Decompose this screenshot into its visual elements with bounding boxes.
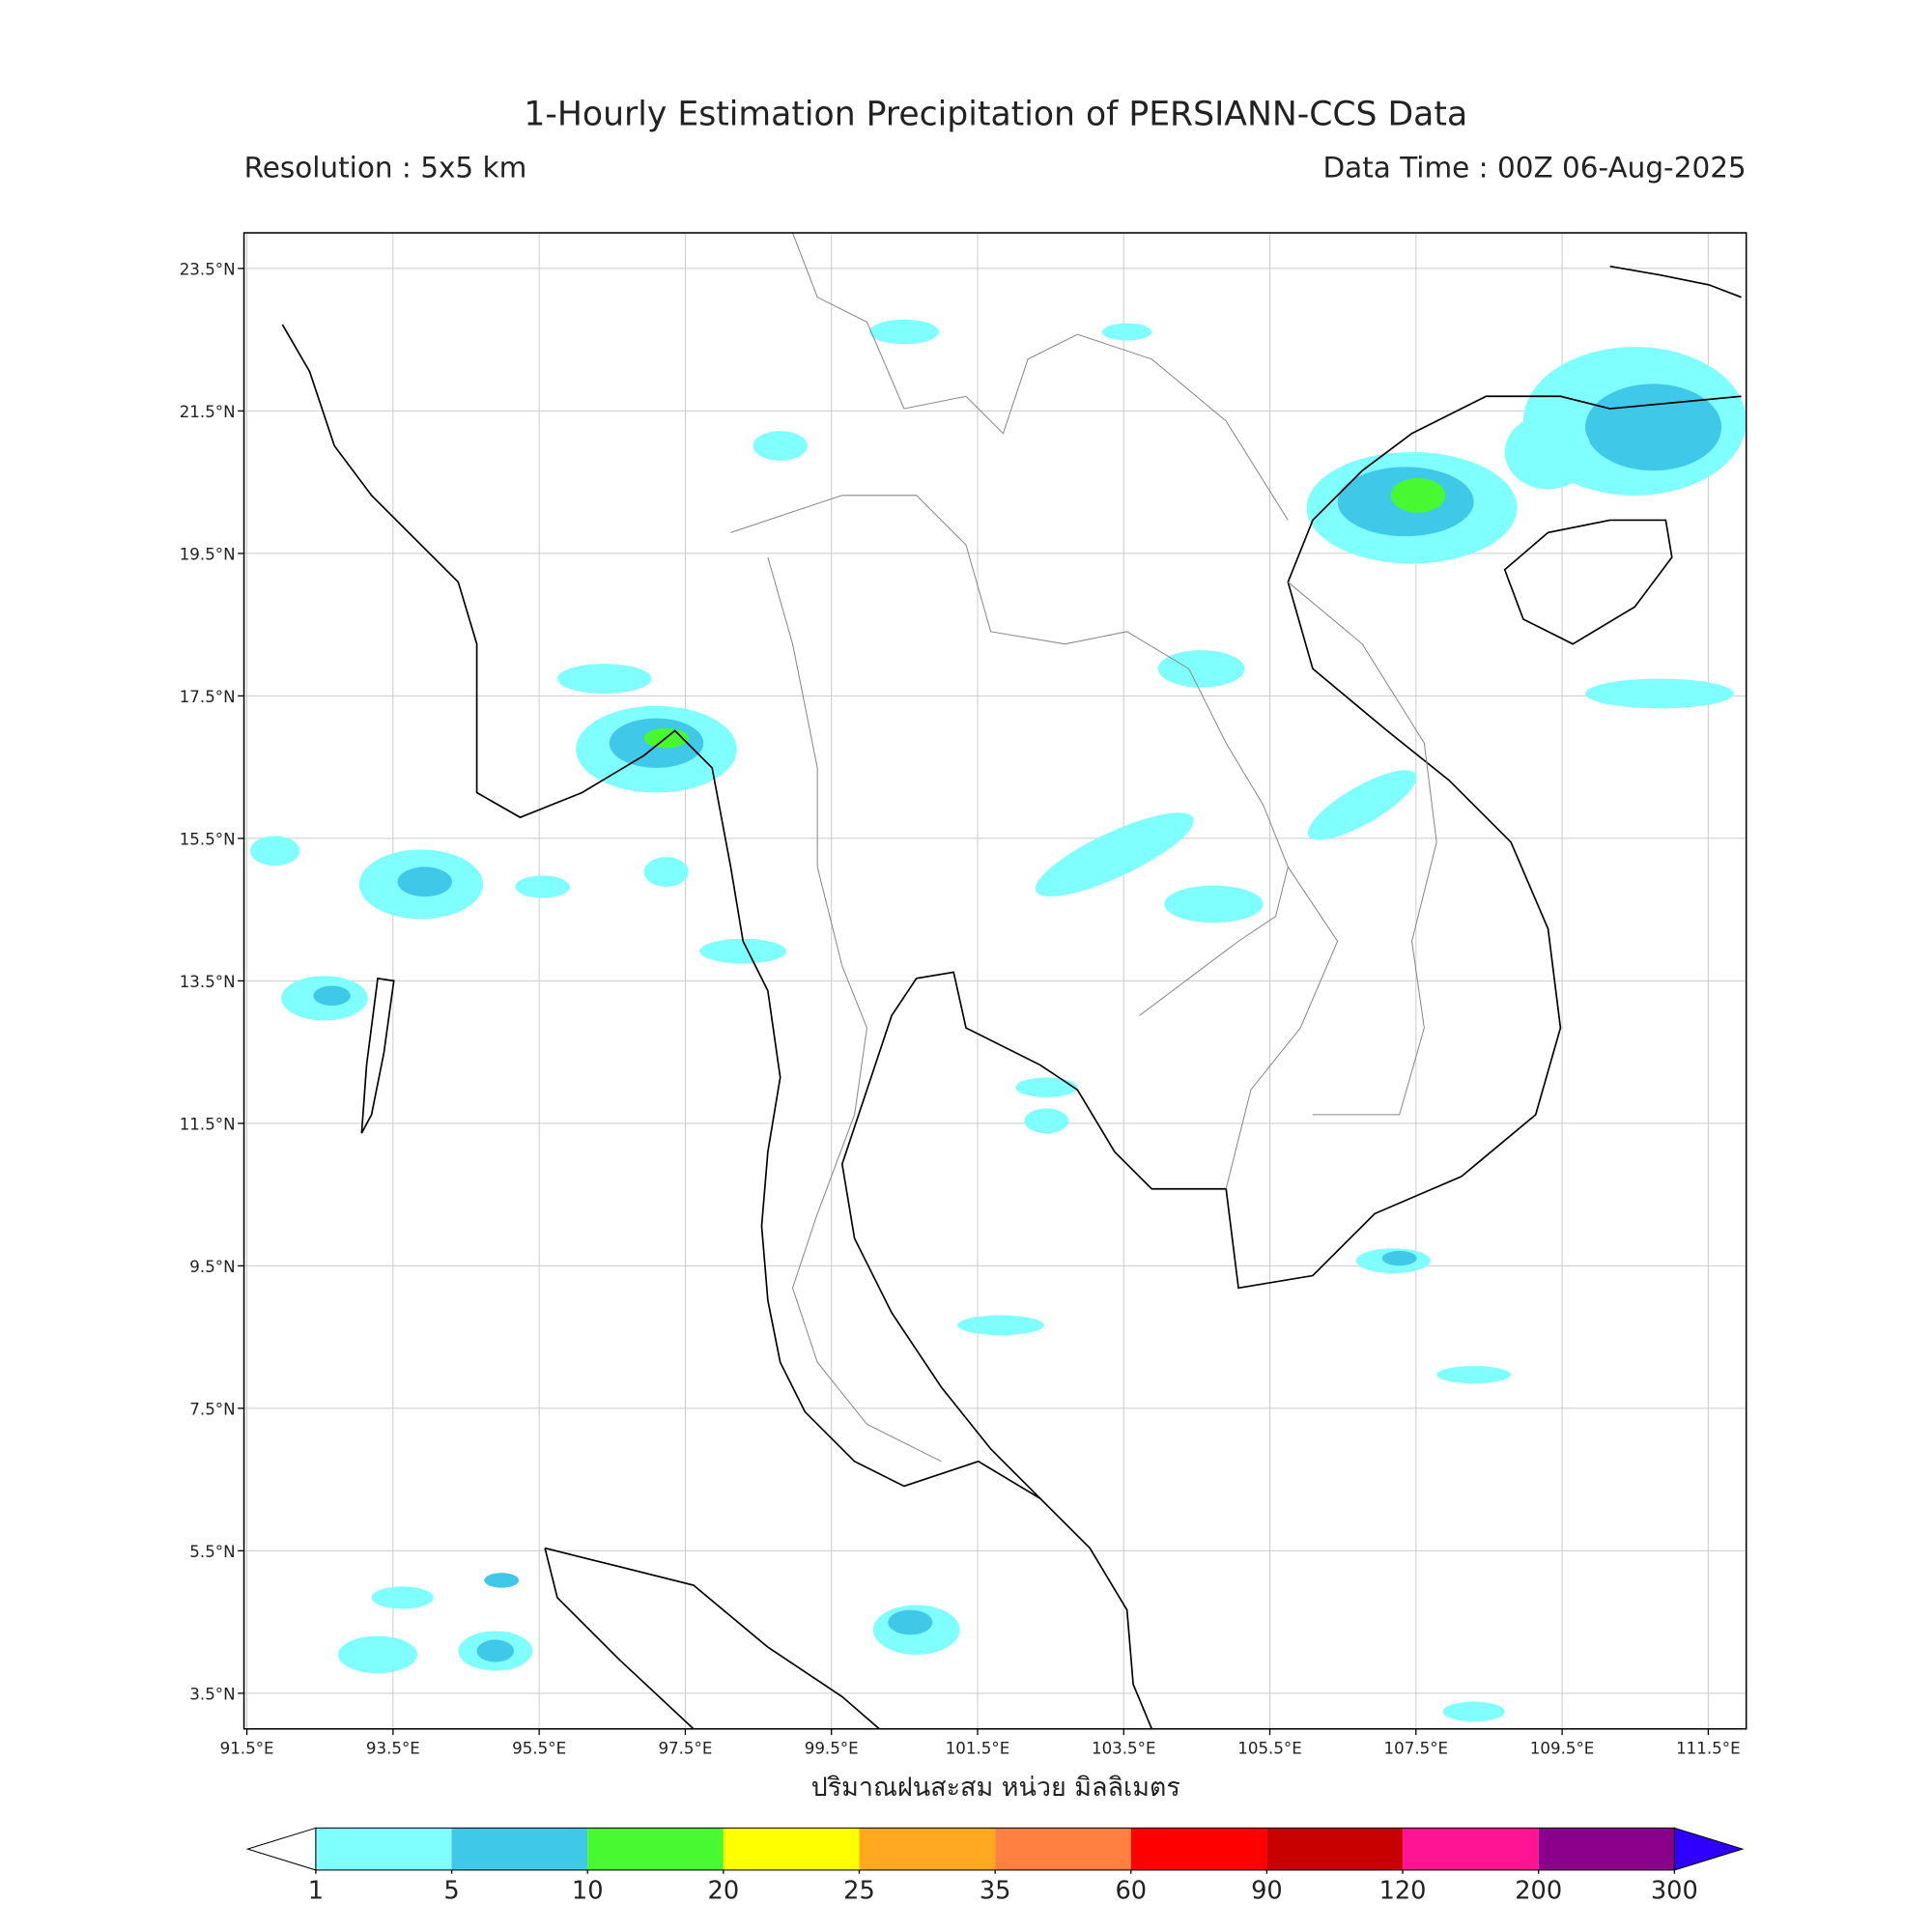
colorbar-tick-label: 90 xyxy=(1251,1876,1283,1905)
y-tick-label: 3.5°N xyxy=(189,1685,235,1703)
y-tick-label: 11.5°N xyxy=(180,1115,236,1133)
y-tick-label: 7.5°N xyxy=(189,1400,235,1418)
colorbar-box xyxy=(723,1828,860,1870)
y-tick-label: 5.5°N xyxy=(189,1543,235,1561)
x-tick-label: 105.5°E xyxy=(1237,1739,1302,1757)
colorbar-over xyxy=(1673,1827,1745,1871)
plot-area xyxy=(242,232,1747,1730)
title: 1-Hourly Estimation Precipitation of PER… xyxy=(524,95,1467,133)
y-tick-label: 19.5°N xyxy=(180,545,236,563)
x-tick-label: 99.5°E xyxy=(805,1739,859,1757)
y-tick-label: 21.5°N xyxy=(180,403,236,421)
colorbar-box xyxy=(995,1828,1131,1870)
y-tick-label: 23.5°N xyxy=(180,260,236,278)
colorbar-box xyxy=(1130,1828,1267,1870)
colorbar-box xyxy=(859,1828,996,1870)
colorbar: 1 5 10 20 25 35 60 90 120 200 300 xyxy=(245,1827,1745,1905)
colorbar-tick-label: 120 xyxy=(1379,1876,1427,1905)
coastlines xyxy=(281,265,1742,1730)
borders xyxy=(730,232,1437,1463)
colorbar-box xyxy=(451,1828,588,1870)
colorbar-box xyxy=(1538,1828,1675,1870)
colorbar-tick-label: 20 xyxy=(708,1876,740,1905)
colorbar-tick-label: 1 xyxy=(308,1876,324,1905)
axis-ticks: 91.5°E 93.5°E 95.5°E 97.5°E 99.5°E 101.5°E 103… xyxy=(180,260,1741,1757)
x-tick-label: 97.5°E xyxy=(658,1739,712,1757)
resolution: Resolution : 5x5 km xyxy=(244,151,527,184)
y-tick-label: 17.5°N xyxy=(180,688,236,706)
colorbar-tick-label: 10 xyxy=(572,1876,604,1905)
x-tick-label: 101.5°E xyxy=(946,1739,1010,1757)
x-tick-label: 111.5°E xyxy=(1676,1739,1741,1757)
y-tick-label: 13.5°N xyxy=(180,973,236,991)
precipitation xyxy=(249,319,1747,1722)
x-tick-label: 91.5°E xyxy=(220,1739,274,1757)
colorbar-label: ปริมาณฝนสะสม หน่วย มิลลิเมตร xyxy=(811,1773,1180,1803)
colorbar-tick-label: 200 xyxy=(1515,1876,1562,1905)
colorbar-box xyxy=(587,1828,724,1870)
x-tick-label: 103.5°E xyxy=(1092,1739,1156,1757)
x-tick-label: 93.5°E xyxy=(366,1739,420,1757)
y-tick-label: 9.5°N xyxy=(189,1258,235,1276)
colorbar-tick-label: 35 xyxy=(980,1876,1011,1905)
x-tick-label: 95.5°E xyxy=(512,1739,566,1757)
colorbar-tick-label: 300 xyxy=(1651,1876,1698,1905)
x-tick-label: 109.5°E xyxy=(1530,1739,1595,1757)
colorbar-tick-label: 25 xyxy=(843,1876,875,1905)
x-tick-label: 107.5°E xyxy=(1384,1739,1449,1757)
colorbar-tick-label: 5 xyxy=(443,1876,459,1905)
colorbar-tick-label: 60 xyxy=(1115,1876,1147,1905)
colorbar-box xyxy=(315,1828,452,1870)
y-tick-label: 15.5°N xyxy=(180,830,236,848)
colorbar-box xyxy=(1266,1828,1404,1870)
data-time: Data Time : 00Z 06-Aug-2025 xyxy=(1322,151,1746,184)
colorbar-under xyxy=(245,1827,317,1871)
colorbar-box xyxy=(1403,1828,1539,1870)
